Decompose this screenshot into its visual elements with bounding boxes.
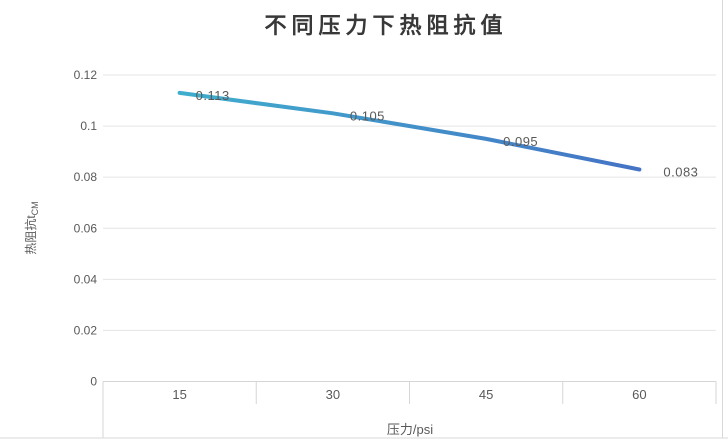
data-point-label: 0.083 (663, 165, 698, 180)
data-point-label: 0.095 (503, 134, 538, 149)
y-tick-label: 0.1 (80, 119, 97, 133)
y-tick-label: 0.12 (74, 68, 98, 82)
x-category-label: 45 (479, 387, 493, 402)
chart-title: 不同压力下热阻抗值 (264, 13, 508, 38)
y-tick-label: 0.04 (74, 272, 98, 286)
y-tick-label: 0.02 (74, 323, 98, 337)
x-axis-title: 压力/psi (386, 422, 434, 437)
y-tick-label: 0.06 (74, 221, 98, 235)
y-tick-label: 0 (90, 375, 97, 389)
data-point-label: 0.105 (350, 108, 385, 123)
x-category-label: 30 (326, 387, 340, 402)
data-point-label: 0.113 (196, 88, 230, 103)
data-line (177, 90, 642, 172)
y-tick-label: 0.08 (74, 170, 98, 184)
x-category-label: 60 (632, 387, 646, 402)
x-category-label: 15 (172, 387, 186, 402)
